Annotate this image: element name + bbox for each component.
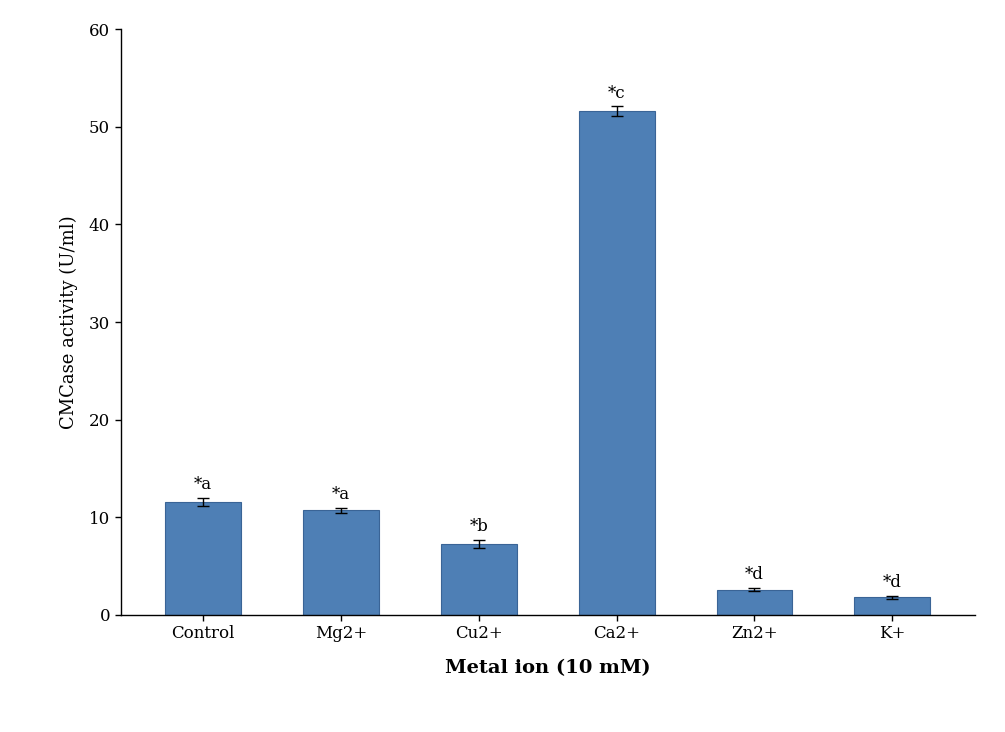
Text: *b: *b bbox=[469, 518, 488, 535]
Bar bbox=[441, 544, 517, 615]
Y-axis label: CMCase activity (U/ml): CMCase activity (U/ml) bbox=[59, 215, 77, 429]
Bar bbox=[717, 589, 792, 615]
Bar bbox=[166, 501, 241, 615]
X-axis label: Metal ion (10 mM): Metal ion (10 mM) bbox=[445, 659, 650, 677]
Bar bbox=[854, 597, 930, 615]
Text: *d: *d bbox=[882, 574, 901, 591]
Text: *c: *c bbox=[608, 84, 625, 102]
Text: *a: *a bbox=[332, 485, 350, 503]
Bar bbox=[579, 111, 654, 615]
Text: *d: *d bbox=[745, 566, 764, 583]
Bar bbox=[304, 510, 379, 615]
Text: *a: *a bbox=[194, 476, 212, 493]
